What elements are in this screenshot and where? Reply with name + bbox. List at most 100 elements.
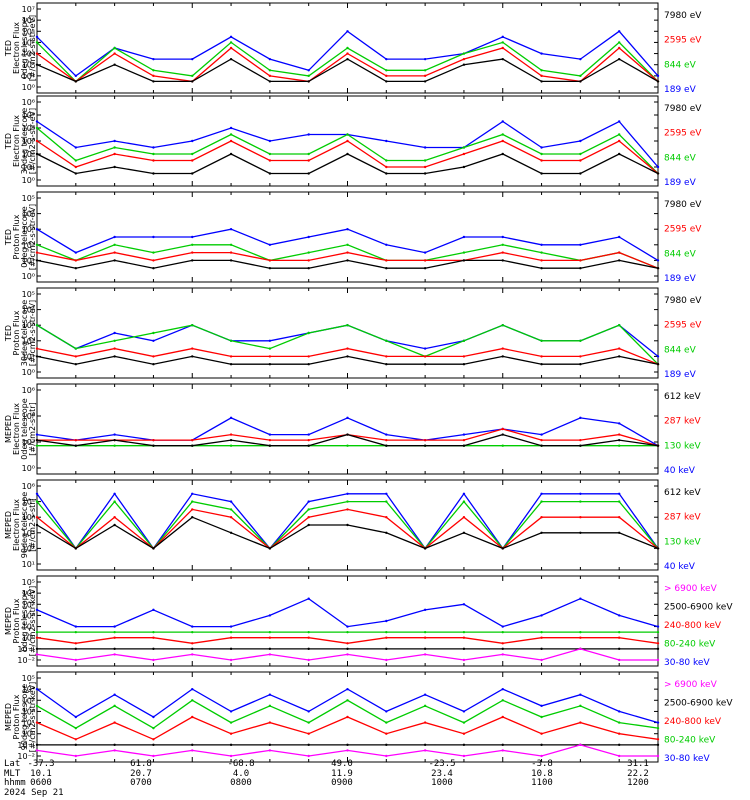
data-point [385,438,388,442]
panel-y-label: Proton Flux [12,214,21,259]
data-point [423,146,427,149]
data-point [152,69,155,72]
data-point [307,500,310,503]
data-point [35,120,39,123]
data-point [617,152,621,156]
panel-frame [36,383,659,475]
y-tick-label: 10¹ [22,719,35,728]
y-tick-label: 10⁶ [22,482,35,491]
legend-entry: 287 keV [664,513,701,523]
data-point [385,159,388,162]
data-point [385,339,388,342]
data-point [540,704,543,708]
data-point [152,363,155,366]
data-point [152,738,155,741]
panel-y-label: Electron Flux [12,115,21,167]
data-point [385,516,388,519]
legend-entry: 287 keV [664,417,701,427]
data-point [35,41,39,44]
data-point [385,172,388,175]
data-point [113,355,116,358]
data-point [229,500,233,503]
data-point [423,69,427,72]
panel-y-label: 0deg telescope [20,206,29,267]
data-point [113,636,116,639]
data-point [74,658,78,662]
data-point [617,41,621,44]
data-point [346,433,349,436]
data-point [501,35,504,39]
data-point [307,267,310,270]
data-point [35,743,39,747]
data-point [307,152,310,156]
data-point [385,363,388,366]
data-point [423,159,427,162]
lat-value: 61.8 [130,759,152,769]
data-point [579,339,582,342]
data-point [385,500,388,503]
series-line [36,140,659,174]
data-point [113,438,116,442]
data-point [229,433,233,436]
y-tick-label: 10⁴ [22,513,35,522]
data-point [501,547,504,550]
data-point [113,749,116,752]
panel-y-label: 0deg telescope [20,590,29,651]
panel-y-label: [#/cm2-s-str-eV] [28,300,37,366]
data-point [423,704,427,708]
data-point [113,139,116,143]
data-point [152,355,155,358]
data-point [113,251,116,254]
y-tick-label: 10¹ [22,163,35,172]
y-tick-label: 10³ [22,600,35,609]
panel-y-label: Proton Flux [12,310,21,355]
data-point [191,355,194,358]
y-tick-label: 10² [22,611,35,620]
data-point [152,152,155,156]
data-point [656,642,660,645]
data-point [152,80,155,83]
data-point [501,251,504,254]
data-point [346,347,349,350]
data-point [423,165,427,169]
data-point [501,355,504,358]
hhmm-value: 0800 [230,778,252,789]
data-point [191,625,194,628]
legend-entry: 80-240 keV [664,736,716,746]
data-point [501,120,504,123]
hhmm-row: hhmm 0600 0700 0800 0900 1000 1100 1200 [4,779,750,789]
data-point [74,146,78,149]
data-point [423,57,427,61]
data-point [462,438,466,442]
data-point [346,30,349,33]
data-point [501,324,504,327]
y-tick-label: 10⁰ [22,634,35,643]
data-point [268,267,272,270]
legend-entry: 130 keV [664,537,701,547]
data-point [579,500,582,503]
data-point [152,608,155,612]
data-point [113,444,116,447]
data-point [113,152,116,156]
data-point [268,444,272,447]
data-point [617,433,621,436]
data-point [346,630,349,634]
hhmm-row-label: hhmm [4,778,26,789]
data-point [152,630,155,634]
data-point [462,500,466,503]
y-tick-label: 10⁰ [22,368,35,377]
data-point [307,69,310,72]
panel-y-label: Electron Flux [12,22,21,74]
data-point [385,433,388,436]
data-point [229,754,233,758]
data-point [617,492,621,495]
data-point [307,710,310,713]
x-axis-footer: Lat -37.3 61.8 -68.8 49.0 -23.5 -3.8 31.… [4,759,750,800]
y-tick-label: 10⁻² [17,752,35,761]
data-point [540,339,543,342]
data-point [191,508,194,511]
data-point [35,653,39,656]
data-point [423,693,427,696]
data-point [501,444,504,447]
data-point [540,658,543,662]
